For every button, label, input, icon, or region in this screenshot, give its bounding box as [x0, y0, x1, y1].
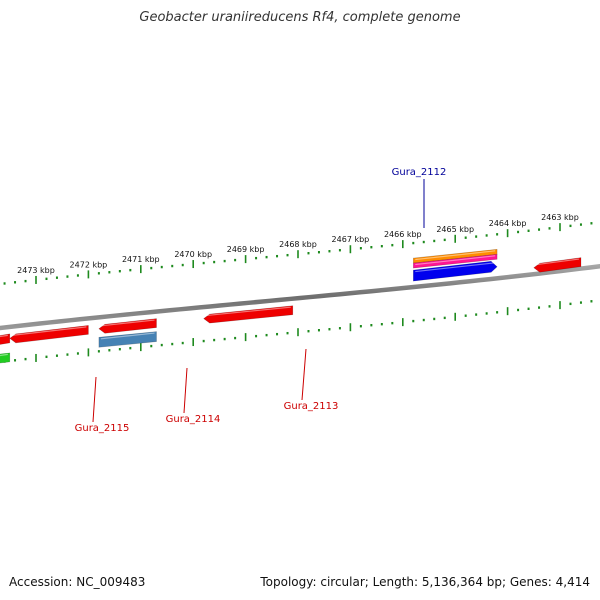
gene-feature-magenta[interactable]	[412, 253, 498, 269]
gene-feature-red[interactable]	[533, 257, 582, 273]
gene-labels: Gura_2112 Gura_2113 Gura_2114 Gura_2115	[75, 167, 447, 434]
scale-label: 2463 kbp	[541, 213, 579, 222]
gene-label-leader	[301, 348, 307, 401]
gene-label[interactable]: Gura_2112	[392, 167, 447, 178]
scale-label: 2472 kbp	[70, 260, 108, 269]
gene-feature-highlight	[100, 332, 155, 340]
scale-label: 2465 kbp	[436, 225, 474, 234]
gene-feature-highlight	[415, 250, 496, 261]
scale-label: 2470 kbp	[174, 250, 212, 259]
gene-feature-blue[interactable]	[412, 260, 498, 282]
gene-feature-highlight	[415, 255, 496, 266]
scale-label: 2467 kbp	[332, 235, 370, 244]
gene-feature-red[interactable]	[0, 333, 11, 345]
gene-label[interactable]: Gura_2114	[166, 414, 221, 425]
scale-labels: 2473 kbp 2472 kbp 2471 kbp 2470 kbp 2469 kbp…	[17, 213, 579, 275]
gene-feature-red[interactable]	[9, 325, 89, 344]
gene-feature-red[interactable]	[98, 318, 157, 334]
gene-label-leader	[92, 376, 97, 423]
tick-marks-outer	[3, 222, 593, 285]
gene-feature-highlight	[11, 326, 87, 336]
scale-label: 2464 kbp	[489, 219, 527, 228]
scale-label: 2469 kbp	[227, 245, 265, 254]
gene-feature-highlight	[205, 306, 291, 317]
scale-label: 2473 kbp	[17, 266, 55, 275]
gene-feature-highlight	[415, 262, 496, 273]
genome-backbone	[0, 263, 600, 331]
gene-features	[0, 248, 582, 364]
accession-text: Accession: NC_009483	[9, 575, 146, 589]
scale-label: 2466 kbp	[384, 230, 422, 239]
gene-label[interactable]: Gura_2113	[284, 401, 339, 412]
gene-feature-green[interactable]	[0, 352, 11, 364]
gene-feature-highlight	[100, 319, 155, 327]
map-title: Geobacter uraniireducens Rf4, complete g…	[139, 10, 461, 25]
genome-summary-text: Topology: circular; Length: 5,136,364 bp…	[260, 575, 590, 589]
gene-feature-highlight	[535, 258, 580, 266]
gene-feature-highlight	[0, 334, 8, 338]
gene-feature-steel[interactable]	[98, 331, 157, 348]
scale-label: 2471 kbp	[122, 255, 160, 264]
tick-marks-inner	[3, 300, 593, 363]
gene-label[interactable]: Gura_2115	[75, 423, 130, 434]
gene-feature-highlight	[0, 353, 8, 357]
gene-feature-red[interactable]	[203, 305, 294, 324]
scale-label: 2468 kbp	[279, 240, 317, 249]
gene-label-leader	[183, 367, 188, 414]
